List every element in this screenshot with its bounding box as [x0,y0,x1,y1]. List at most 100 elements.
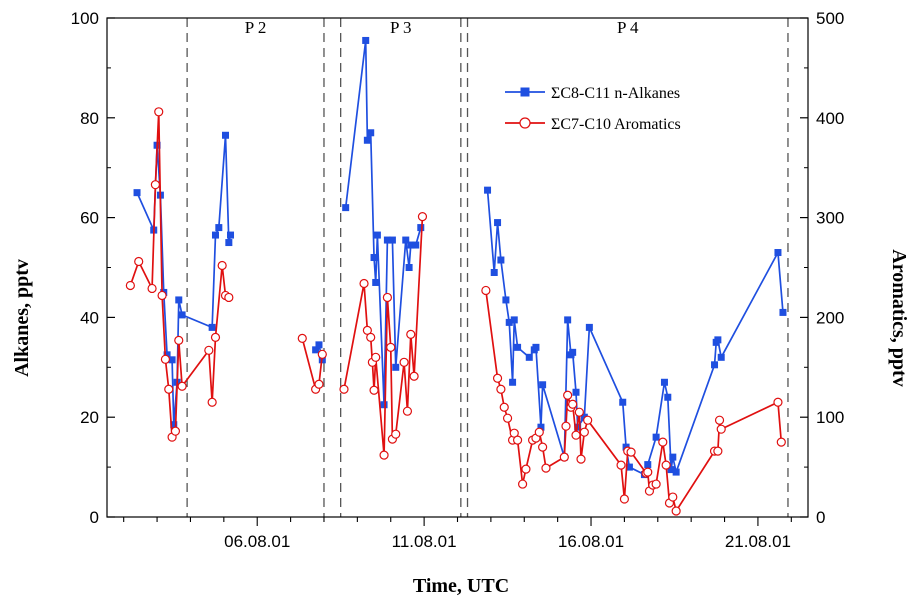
data-point-circle [210,332,221,342]
data-point-circle [359,278,369,289]
series-line-segment [486,190,784,476]
y-tick-label-left: 20 [80,408,99,427]
data-point-circle [538,442,548,452]
y-tick-label-right: 200 [816,308,844,327]
data-point-circle [563,390,573,400]
data-point-square [514,343,522,351]
data-point-circle [379,450,389,460]
data-point-circle [409,371,419,381]
data-point-square [537,423,545,431]
legend-label: ΣC8-C11 n-Alkanes [551,85,680,102]
data-point-circle [626,447,636,457]
data-point-square [564,316,572,324]
data-point-circle [716,424,726,434]
period-labels: P 2 P 3 P 4 [245,18,639,37]
data-point-circle [481,285,491,296]
data-point-circle [177,381,187,391]
data-point-circle [568,399,578,409]
period-dividers [186,18,789,517]
data-point-circle [224,292,234,303]
data-point-square [227,231,235,239]
data-point-circle [406,329,416,339]
data-point-square [225,239,233,247]
data-point-square [484,186,492,194]
data-point-square [362,36,370,44]
data-point-circle [154,107,164,117]
data-point-square [539,381,547,389]
data-point-circle [147,283,157,294]
series-aromatics [125,107,428,460]
data-point-square [222,131,230,139]
data-point-square [714,336,722,344]
data-point-square [572,388,580,396]
data-point-circle [204,345,214,355]
data-point-square [175,296,183,304]
legend-marker-square [520,87,530,97]
data-point-square [372,278,380,286]
data-point-square [170,421,178,429]
data-point-circle [502,413,513,423]
axes: 0 20 40 60 80 100 0 100 200 300 400 500 06.08.01 11.0… [71,9,845,551]
y-tick-label-left: 0 [90,508,99,527]
data-point-circle [170,426,181,436]
data-point-circle [713,446,723,456]
x-tick-label: 06.08.01 [224,532,290,551]
data-point-square [168,356,176,364]
y-axis-title-right: Aromatics, pptv [888,249,909,386]
y-axis-title-left: Alkanes, pptv [11,259,33,377]
data-point-circle [517,479,528,489]
data-point-square [625,463,633,471]
data-point-square [509,378,517,386]
data-point-circle [164,384,174,394]
data-point-square [208,323,216,331]
data-point-circle [369,385,379,395]
data-point-square [373,231,381,239]
data-point-circle [499,402,509,412]
x-tick-label: 16.08.01 [558,532,624,551]
data-point-square [672,468,680,476]
x-tick-label: 11.08.01 [392,532,457,551]
data-point-circle [386,342,396,352]
data-point-circle [157,290,167,301]
legend-label: ΣC7-C10 Aromatics [551,116,681,133]
data-point-square [510,316,518,324]
data-point-circle [134,256,144,267]
y-tick-label-right: 400 [816,109,844,128]
y-tick-label-right: 0 [816,508,825,527]
data-point-circle [534,427,544,437]
data-point-square [178,311,186,319]
series-line-segment [485,290,783,514]
data-point-square [660,378,668,386]
data-point-circle [616,460,626,470]
data-point-square [652,433,660,441]
data-point-circle [402,406,413,416]
data-point-circle [496,384,506,394]
data-point-circle [371,352,381,362]
data-point-circle [576,454,586,464]
series-lines [125,36,787,516]
data-point-circle [574,407,584,417]
data-point-square [211,231,219,239]
series-aromatics [481,285,786,516]
y-tick-label-right: 300 [816,209,844,228]
data-point-circle [160,354,171,364]
data-point-circle [492,373,503,383]
y-tick-label-left: 80 [80,109,99,128]
data-point-square [717,353,725,361]
period-label-2: P 2 [245,18,267,37]
plot-frame [106,17,809,518]
data-point-square [312,346,320,354]
data-point-circle [583,415,593,425]
data-point-circle [125,280,135,291]
data-point-square [370,254,378,262]
data-point-circle [391,429,401,439]
data-point-circle [776,437,786,447]
data-point-circle [714,415,725,425]
data-point-square [133,189,141,197]
data-point-square [367,129,375,137]
data-point-square [525,353,533,361]
data-point-square [315,341,323,349]
period-label-3: P 3 [390,18,412,37]
data-point-circle [366,332,376,342]
